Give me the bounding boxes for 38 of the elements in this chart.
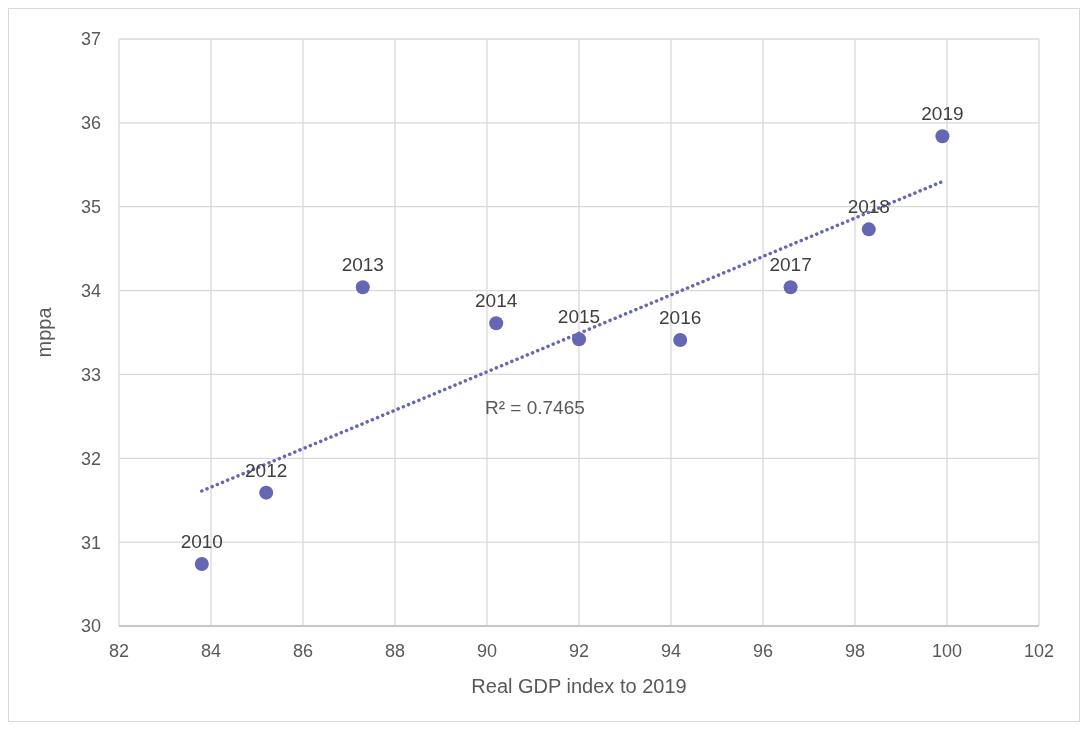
y-tick-label: 30 — [80, 616, 101, 637]
annotation: 2017 — [769, 254, 812, 276]
annotation: 2012 — [245, 459, 288, 481]
annotation: 2019 — [921, 103, 964, 125]
x-tick-label: 102 — [1023, 640, 1055, 661]
x-axis-title: Real GDP index to 2019 — [471, 675, 687, 697]
x-tick-label: 92 — [568, 640, 590, 661]
y-tick-label: 31 — [80, 532, 101, 553]
y-tick-label: 35 — [80, 197, 101, 218]
annotation: R² = 0.7465 — [485, 397, 585, 419]
y-tick-label: 34 — [80, 280, 101, 301]
point — [194, 556, 209, 571]
annotation: 2013 — [341, 254, 384, 276]
annotation: 2010 — [180, 530, 223, 552]
point — [861, 222, 876, 237]
x-tick-label: 86 — [292, 640, 314, 661]
point — [489, 316, 504, 331]
x-tick-label: 90 — [476, 640, 498, 661]
point — [673, 333, 688, 348]
y-tick-label: 37 — [80, 29, 101, 50]
y-axis-title: mppa — [33, 306, 56, 358]
y-tick-label: 33 — [80, 364, 101, 385]
x-tick-label: 94 — [660, 640, 682, 661]
point — [783, 280, 798, 295]
y-tick-label: 36 — [80, 113, 101, 134]
point — [935, 129, 950, 144]
y-tick-label: 32 — [80, 448, 101, 469]
annotation: 2015 — [557, 306, 601, 328]
point — [259, 485, 274, 500]
annotation: 2014 — [475, 290, 518, 312]
annotation: 2016 — [659, 307, 702, 329]
x-tick-label: 88 — [384, 640, 406, 661]
x-tick-label: 84 — [200, 640, 222, 661]
point — [355, 280, 370, 295]
x-tick-label: 96 — [752, 640, 774, 661]
x-tick-label: 100 — [931, 640, 963, 661]
x-tick-label: 82 — [108, 640, 130, 661]
x-tick-label: 98 — [844, 640, 866, 661]
